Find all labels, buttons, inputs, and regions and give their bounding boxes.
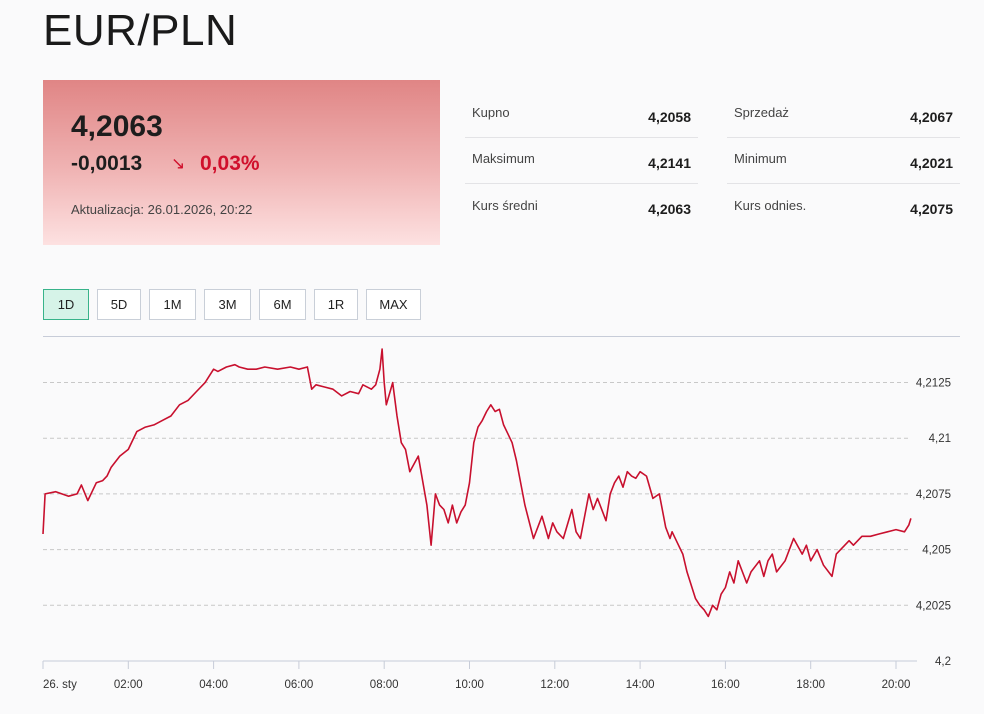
quote-stats: Kupno 4,2058 Sprzedaż 4,2067 Maksimum 4,… (465, 92, 960, 230)
stat-label: Minimum (734, 151, 787, 166)
y-tick-label: 4,2 (935, 656, 951, 668)
stat-label: Kupno (472, 105, 510, 120)
x-tick-label: 26. sty (43, 679, 77, 691)
stat-label: Sprzedaż (734, 105, 789, 120)
range-button-1d[interactable]: 1D (43, 289, 89, 320)
y-tick-label: 4,21 (929, 433, 951, 445)
x-tick-label: 18:00 (796, 679, 825, 691)
stat-label: Kurs odnies. (734, 197, 807, 213)
stat-value: 4,2141 (648, 154, 691, 171)
stat-label: Kurs średni (472, 197, 538, 213)
x-tick-label: 08:00 (370, 679, 399, 691)
range-selector: 1D 5D 1M 3M 6M 1R MAX (43, 289, 421, 320)
x-tick-label: 20:00 (882, 679, 911, 691)
price-chart[interactable]: 4,2 4,2025 4,205 4,2075 4,21 4,2125 26. sty 02:… (0, 337, 984, 714)
chart-divider (43, 336, 960, 337)
y-tick-label: 4,205 (922, 545, 951, 557)
page-title: EUR/PLN (43, 6, 238, 55)
down-arrow-icon: ↘ (171, 154, 186, 173)
y-tick-label: 4,2025 (916, 600, 951, 612)
last-updated: Aktualizacja: 26.01.2026, 20:22 (71, 202, 253, 217)
y-tick-label: 4,2125 (916, 378, 951, 390)
stat-value: 4,2021 (910, 154, 953, 171)
range-button-max[interactable]: MAX (366, 289, 421, 320)
x-tick-label: 06:00 (285, 679, 314, 691)
series-line-eur-pln (42, 348, 912, 618)
price-change: -0,0013 (71, 152, 143, 175)
stat-label: Maksimum (472, 151, 535, 166)
stat-value: 4,2075 (910, 201, 953, 217)
stat-value: 4,2067 (910, 108, 953, 125)
price-change-percent: 0,03% (200, 152, 260, 175)
stat-maximum: Maksimum 4,2141 (465, 138, 698, 184)
x-tick-label: 04:00 (199, 679, 228, 691)
x-tick-label: 10:00 (455, 679, 484, 691)
stat-sell: Sprzedaż 4,2067 (727, 92, 960, 138)
range-button-1m[interactable]: 1M (149, 289, 196, 320)
stat-value: 4,2063 (648, 201, 691, 217)
x-tick-label: 14:00 (626, 679, 655, 691)
x-tick-label: 12:00 (540, 679, 569, 691)
range-button-5d[interactable]: 5D (97, 289, 141, 320)
quote-card: 4,2063 -0,0013 ↘ 0,03% Aktualizacja: 26.… (43, 80, 440, 245)
range-button-1r[interactable]: 1R (314, 289, 358, 320)
range-button-3m[interactable]: 3M (204, 289, 251, 320)
current-price: 4,2063 (71, 110, 163, 143)
stat-reference-rate: Kurs odnies. 4,2075 (727, 184, 960, 230)
stat-buy: Kupno 4,2058 (465, 92, 698, 138)
stat-average-rate: Kurs średni 4,2063 (465, 184, 698, 230)
stat-minimum: Minimum 4,2021 (727, 138, 960, 184)
x-tick-label: 16:00 (711, 679, 740, 691)
range-button-6m[interactable]: 6M (259, 289, 306, 320)
stat-value: 4,2058 (648, 108, 691, 125)
x-tick-label: 02:00 (114, 679, 143, 691)
y-tick-label: 4,2075 (916, 489, 951, 501)
